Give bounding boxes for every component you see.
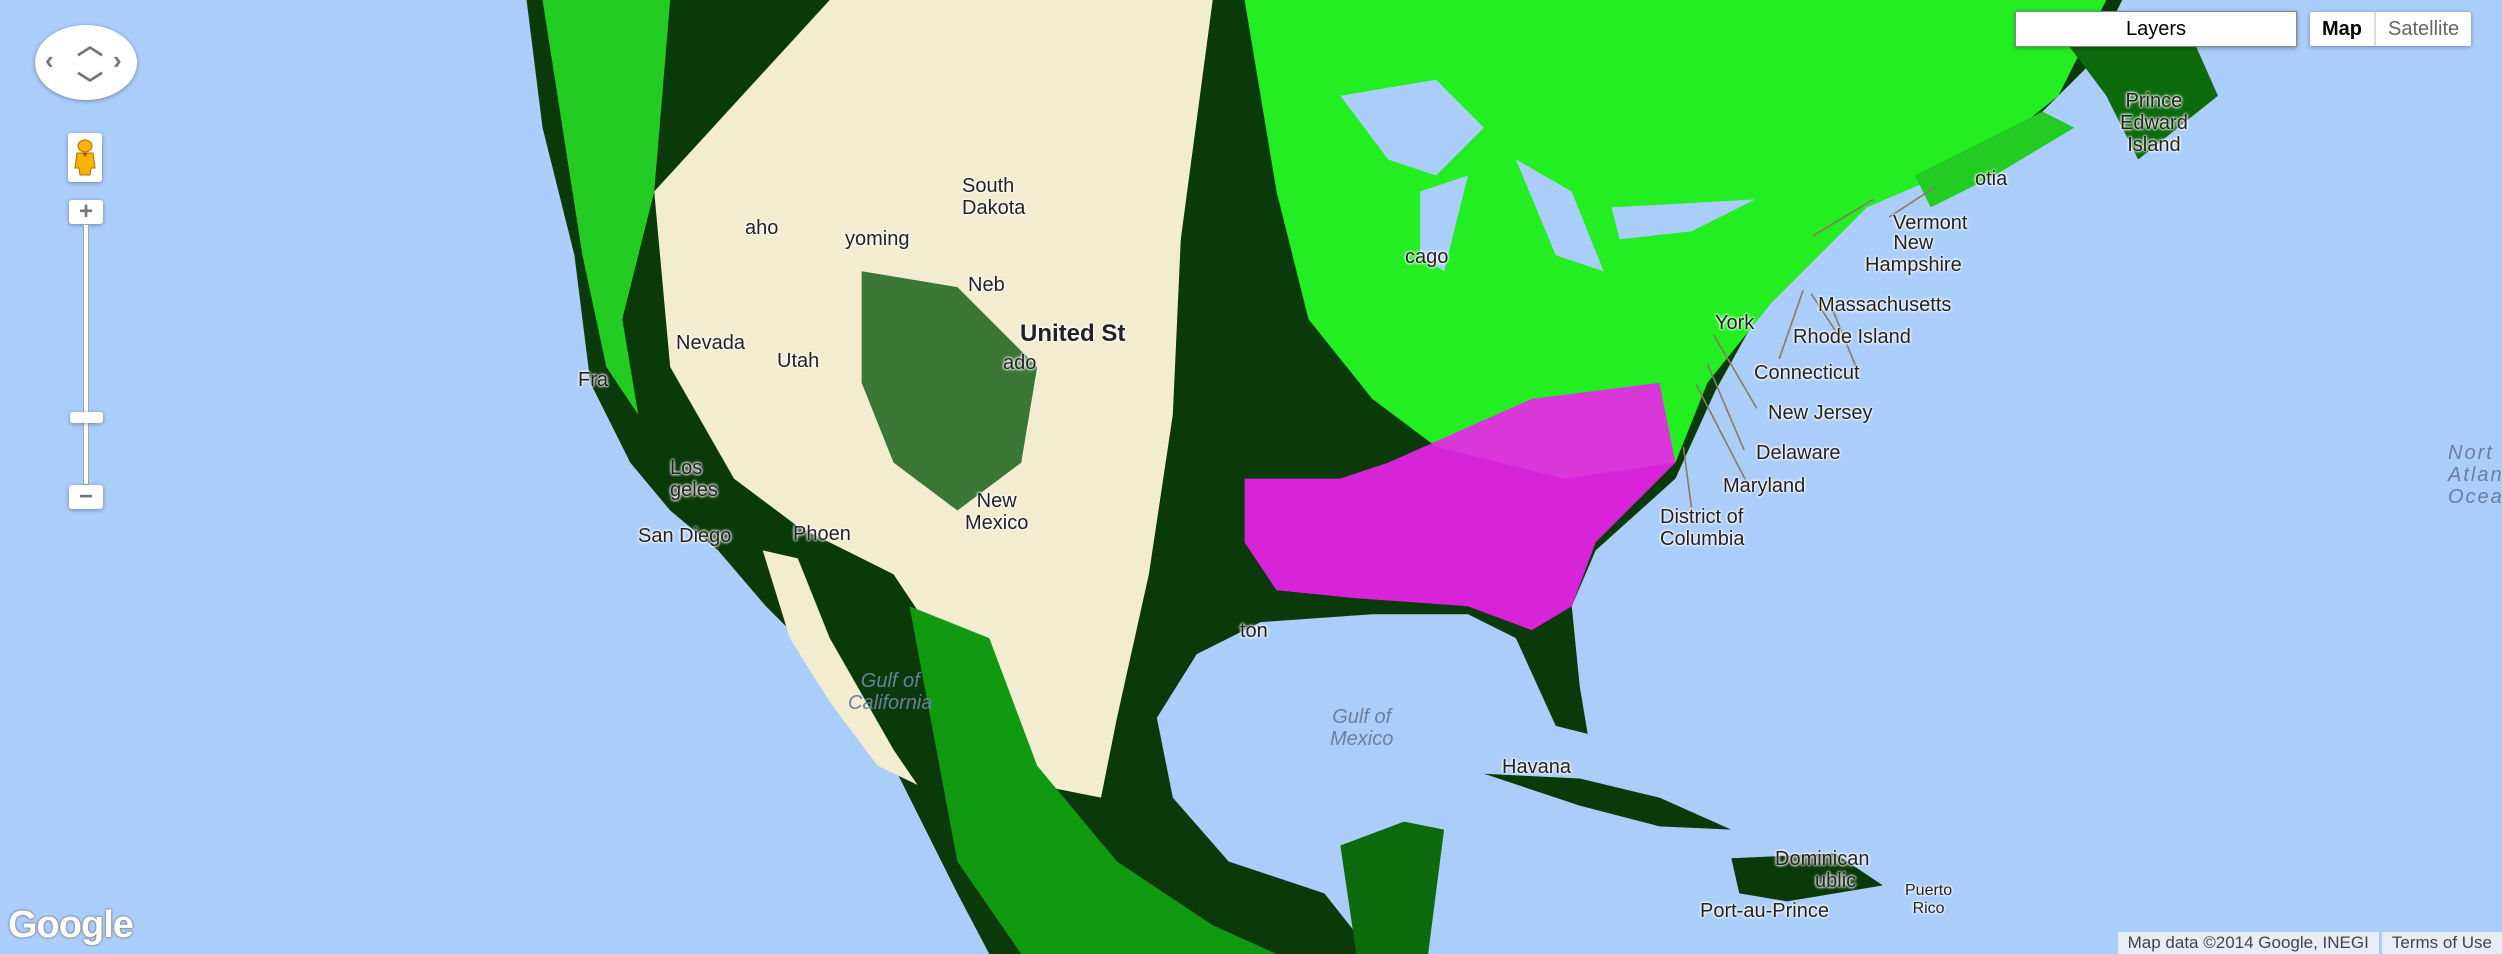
label-north-atlantic: Nort Atlan Ocea: [2448, 442, 2502, 508]
label-line: Dakota: [962, 197, 1026, 219]
zoom-out-button[interactable]: −: [69, 485, 103, 509]
label-line: Prince: [2125, 90, 2183, 112]
great-lakes: [1340, 79, 1756, 272]
label-line: Gulf of: [1332, 706, 1392, 728]
label-line: Gulf of: [860, 670, 920, 692]
label-dominican-republic: Dominican ublic: [1775, 848, 1869, 892]
label-united-states: United St: [1020, 320, 1126, 347]
label-delaware: Delaware: [1756, 442, 1841, 464]
label-line: Los: [670, 457, 703, 479]
layers-button[interactable]: Layers: [2015, 11, 2297, 47]
label-vermont: Vermont: [1893, 212, 1968, 234]
label-line: Rico: [1912, 900, 1945, 917]
pegman-icon: [74, 139, 96, 176]
land-hispaniola: [1731, 853, 1883, 902]
zoom-in-button[interactable]: +: [69, 200, 103, 224]
label-nevada: Nevada: [676, 332, 745, 354]
label-los-angeles: Los geles: [670, 457, 718, 501]
label-line: Hampshire: [1865, 254, 1962, 276]
pan-right-icon[interactable]: ›: [113, 45, 122, 75]
label-line: geles: [670, 479, 718, 501]
label-maryland: Maryland: [1723, 475, 1806, 497]
google-logo[interactable]: Google: [8, 904, 134, 946]
label-new-mexico: New Mexico: [965, 490, 1028, 534]
label-line: New: [1893, 232, 1934, 254]
label-phoenix: Phoen: [793, 523, 851, 545]
terms-of-use-link[interactable]: Terms of Use: [2381, 932, 2502, 954]
label-line: Island: [2127, 134, 2181, 156]
street-view-pegman[interactable]: [68, 133, 102, 182]
label-utah: Utah: [777, 350, 820, 372]
label-port-au-prince: Port-au-Prince: [1700, 900, 1829, 922]
label-line: Dominican: [1775, 848, 1870, 870]
veg-mexico: [909, 606, 1277, 954]
label-line: New: [976, 490, 1017, 512]
label-wyoming: yoming: [845, 228, 910, 250]
label-colorado: ado: [1003, 352, 1037, 374]
label-line: South: [962, 175, 1015, 197]
label-san-diego: San Diego: [638, 525, 732, 547]
label-san-francisco: Fra: [578, 369, 608, 391]
veg-southeast: [1244, 382, 1676, 631]
label-line: Mexico: [965, 512, 1029, 534]
label-nebraska: Neb: [968, 274, 1005, 296]
label-gulf-of-california: Gulf of California: [848, 670, 932, 714]
pan-up-icon[interactable]: ︿: [77, 30, 104, 60]
map-type-map-button[interactable]: Map: [2310, 12, 2376, 46]
zoom-slider-track[interactable]: [83, 224, 89, 485]
label-line: Nort: [2448, 442, 2494, 464]
pan-left-icon[interactable]: ‹: [45, 45, 54, 75]
land-newfoundland: [2058, 23, 2218, 160]
label-line: Columbia: [1660, 528, 1745, 550]
label-new-hampshire: New Hampshire: [1865, 232, 1962, 276]
label-chicago: cago: [1405, 246, 1449, 268]
label-new-jersey: New Jersey: [1768, 402, 1873, 424]
label-havana: Havana: [1502, 756, 1571, 778]
veg-pacific: [542, 0, 671, 415]
label-idaho: aho: [745, 217, 779, 239]
map-data-attribution: Map data ©2014 Google, INEGI: [2117, 932, 2379, 954]
label-gulf-of-mexico: Gulf of Mexico: [1330, 706, 1393, 750]
label-south-dakota: South Dakota: [962, 175, 1025, 219]
label-puerto-rico: Puerto Rico: [1905, 882, 1952, 918]
map-type-control: Map Satellite: [2310, 12, 2472, 46]
label-line: California: [848, 692, 933, 714]
label-line: ublic: [1815, 870, 1857, 892]
label-line: District of: [1660, 506, 1744, 528]
label-prince-edward-island: Prince Edward Island: [2120, 90, 2188, 156]
land-yucatan: [1340, 821, 1445, 954]
pan-down-icon[interactable]: ﹀: [77, 70, 104, 100]
label-line: Edward: [2120, 112, 2188, 134]
label-new-york: York: [1715, 312, 1755, 334]
label-dc: District of Columbia: [1660, 506, 1744, 550]
map-type-satellite-button[interactable]: Satellite: [2388, 18, 2460, 40]
attribution-bar: Map data ©2014 Google, INEGI Terms of Us…: [2115, 932, 2502, 954]
label-rhode-island: Rhode Island: [1793, 326, 1911, 348]
label-nova-scotia: otia: [1975, 168, 2008, 190]
label-houston: ton: [1240, 620, 1268, 642]
land-nova-scotia: [1914, 111, 2075, 208]
land-cuba: [1483, 773, 1732, 830]
label-line: Atlan: [2448, 464, 2502, 486]
label-connecticut: Connecticut: [1754, 362, 1860, 384]
label-line: Ocea: [2448, 486, 2502, 508]
label-line: Puerto: [1905, 882, 1953, 899]
label-massachusetts: Massachusetts: [1818, 294, 1952, 316]
pan-control[interactable]: ︿ ‹ › ﹀: [35, 25, 137, 100]
zoom-slider-thumb[interactable]: [70, 411, 103, 423]
veg-rockies: [861, 271, 1038, 511]
label-line: Mexico: [1330, 728, 1394, 750]
land-baja: [762, 550, 918, 785]
leader-lines: [1682, 185, 1936, 508]
